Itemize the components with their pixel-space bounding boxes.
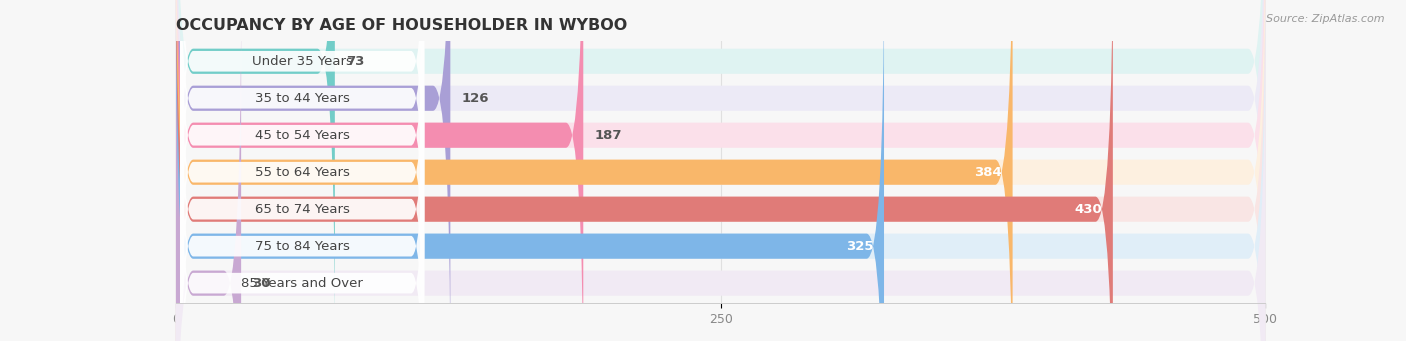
FancyBboxPatch shape	[180, 34, 425, 341]
FancyBboxPatch shape	[176, 0, 1265, 341]
Text: 126: 126	[461, 92, 489, 105]
FancyBboxPatch shape	[176, 0, 1114, 341]
Text: OCCUPANCY BY AGE OF HOUSEHOLDER IN WYBOO: OCCUPANCY BY AGE OF HOUSEHOLDER IN WYBOO	[176, 18, 627, 33]
Text: 30: 30	[252, 277, 270, 290]
FancyBboxPatch shape	[180, 0, 425, 273]
Text: 384: 384	[974, 166, 1001, 179]
FancyBboxPatch shape	[180, 72, 425, 341]
FancyBboxPatch shape	[180, 0, 425, 341]
Text: 430: 430	[1074, 203, 1102, 216]
Text: 75 to 84 Years: 75 to 84 Years	[254, 240, 350, 253]
Text: 325: 325	[845, 240, 873, 253]
Text: Source: ZipAtlas.com: Source: ZipAtlas.com	[1267, 14, 1385, 24]
Text: 73: 73	[346, 55, 364, 68]
FancyBboxPatch shape	[176, 0, 1265, 341]
Text: 65 to 74 Years: 65 to 74 Years	[254, 203, 350, 216]
Text: Under 35 Years: Under 35 Years	[252, 55, 353, 68]
FancyBboxPatch shape	[176, 0, 335, 341]
FancyBboxPatch shape	[176, 0, 1265, 341]
FancyBboxPatch shape	[176, 0, 1265, 341]
Text: 55 to 64 Years: 55 to 64 Years	[254, 166, 350, 179]
FancyBboxPatch shape	[180, 0, 425, 341]
FancyBboxPatch shape	[176, 0, 242, 341]
FancyBboxPatch shape	[176, 0, 1265, 341]
Text: 187: 187	[595, 129, 621, 142]
FancyBboxPatch shape	[176, 0, 450, 341]
Text: 45 to 54 Years: 45 to 54 Years	[254, 129, 350, 142]
FancyBboxPatch shape	[176, 0, 884, 341]
FancyBboxPatch shape	[176, 0, 1012, 341]
FancyBboxPatch shape	[180, 0, 425, 341]
FancyBboxPatch shape	[180, 0, 425, 310]
FancyBboxPatch shape	[176, 0, 1265, 341]
FancyBboxPatch shape	[176, 0, 1265, 341]
Text: 35 to 44 Years: 35 to 44 Years	[254, 92, 350, 105]
Text: 85 Years and Over: 85 Years and Over	[242, 277, 363, 290]
FancyBboxPatch shape	[176, 0, 583, 341]
